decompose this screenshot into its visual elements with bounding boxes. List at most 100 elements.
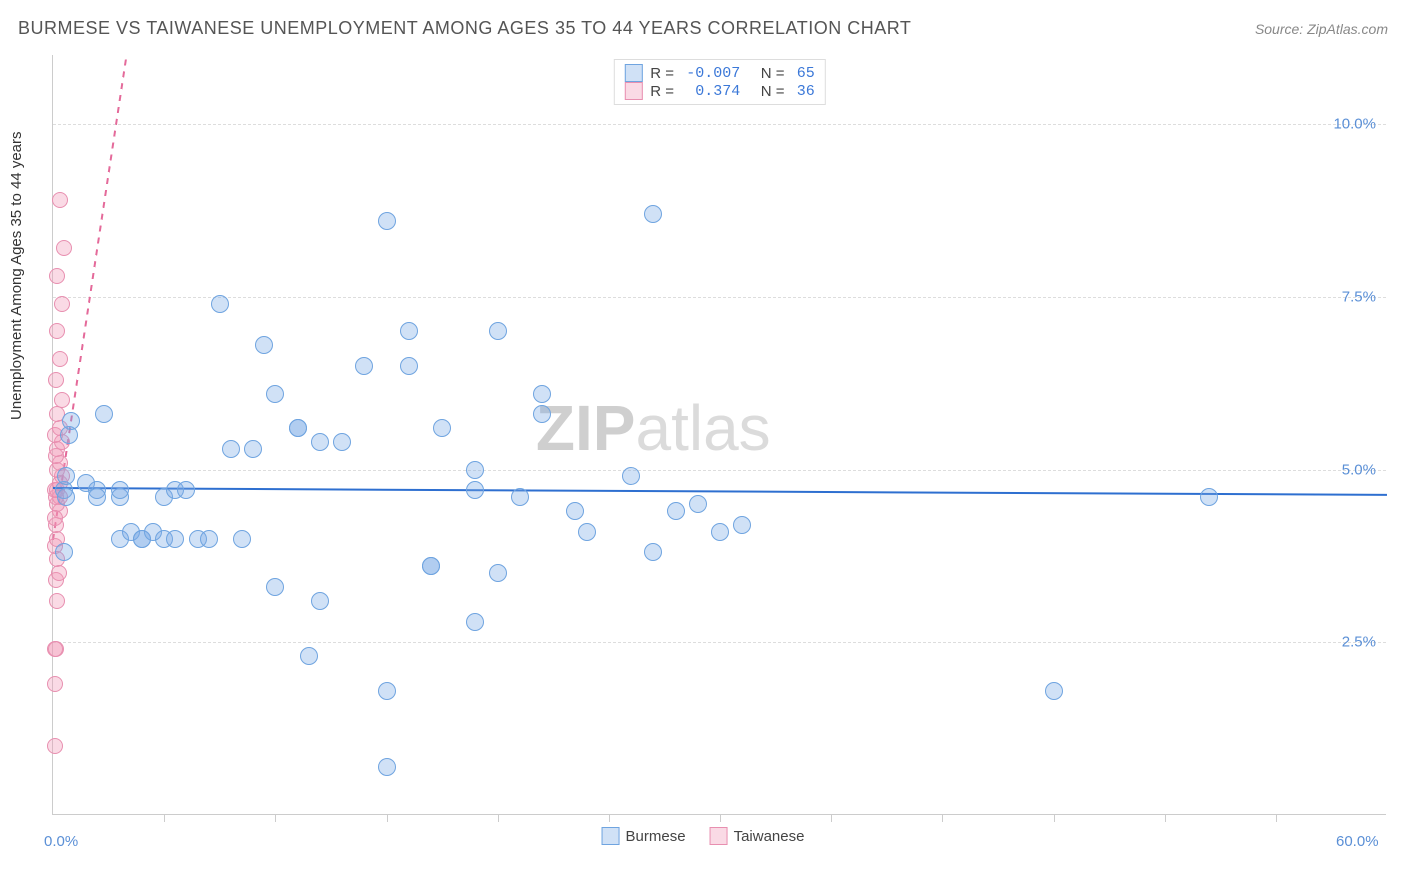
legend-n-value: 65 (797, 65, 815, 82)
gridline (53, 642, 1386, 643)
burmese-point (55, 543, 73, 561)
burmese-point (57, 488, 75, 506)
burmese-point (311, 433, 329, 451)
burmese-point (244, 440, 262, 458)
watermark-zip: ZIP (536, 392, 636, 464)
y-tick-label: 2.5% (1342, 634, 1376, 651)
y-tick-label: 10.0% (1333, 116, 1376, 133)
burmese-point (62, 412, 80, 430)
burmese-point (1200, 488, 1218, 506)
burmese-point (400, 357, 418, 375)
burmese-point (378, 682, 396, 700)
taiwanese-point (47, 738, 63, 754)
burmese-point (95, 405, 113, 423)
chart-header: BURMESE VS TAIWANESE UNEMPLOYMENT AMONG … (18, 18, 1388, 39)
taiwanese-point (52, 351, 68, 367)
burmese-point (311, 592, 329, 610)
burmese-point (333, 433, 351, 451)
taiwanese-point (48, 372, 64, 388)
burmese-point (111, 481, 129, 499)
burmese-point (211, 295, 229, 313)
gridline (53, 124, 1386, 125)
x-tick (942, 814, 943, 822)
burmese-point (378, 758, 396, 776)
burmese-point (533, 385, 551, 403)
legend-item: Taiwanese (710, 827, 805, 845)
burmese-point (88, 488, 106, 506)
legend-stats-row: R = 0.374 N = 36 (624, 82, 814, 100)
burmese-point (466, 461, 484, 479)
taiwanese-point (56, 240, 72, 256)
legend-series: Burmese Taiwanese (602, 827, 805, 845)
burmese-point (266, 578, 284, 596)
taiwanese-point (47, 676, 63, 692)
burmese-point (255, 336, 273, 354)
burmese-point (733, 516, 751, 534)
burmese-point (222, 440, 240, 458)
burmese-point (57, 467, 75, 485)
legend-swatch (602, 827, 620, 845)
burmese-point (400, 322, 418, 340)
burmese-point (644, 543, 662, 561)
gridline (53, 470, 1386, 471)
taiwanese-point (52, 192, 68, 208)
chart-source: Source: ZipAtlas.com (1255, 21, 1388, 37)
y-axis-label: Unemployment Among Ages 35 to 44 years (8, 131, 25, 420)
burmese-point (300, 647, 318, 665)
x-tick (1165, 814, 1166, 822)
burmese-point (511, 488, 529, 506)
taiwanese-point (47, 641, 63, 657)
burmese-point (533, 405, 551, 423)
taiwanese-point (54, 296, 70, 312)
legend-r-label: R = (650, 65, 678, 82)
legend-stats: R = -0.007 N = 65R = 0.374 N = 36 (613, 59, 825, 105)
x-tick (164, 814, 165, 822)
legend-swatch (624, 82, 642, 100)
burmese-point (177, 481, 195, 499)
burmese-point (166, 530, 184, 548)
legend-n-label: N = (748, 83, 788, 100)
burmese-point (711, 523, 729, 541)
legend-swatch (710, 827, 728, 845)
x-tick (1276, 814, 1277, 822)
taiwanese-point (47, 510, 63, 526)
legend-r-value: 0.374 (686, 83, 740, 100)
burmese-point (233, 530, 251, 548)
burmese-point (566, 502, 584, 520)
taiwanese-point (49, 268, 65, 284)
x-tick (1054, 814, 1055, 822)
x-tick (609, 814, 610, 822)
x-tick (720, 814, 721, 822)
burmese-point (466, 481, 484, 499)
burmese-point (1045, 682, 1063, 700)
chart-title: BURMESE VS TAIWANESE UNEMPLOYMENT AMONG … (18, 18, 911, 39)
x-tick (831, 814, 832, 822)
legend-swatch (624, 64, 642, 82)
watermark: ZIPatlas (536, 391, 771, 465)
burmese-point (355, 357, 373, 375)
y-tick-label: 7.5% (1342, 288, 1376, 305)
burmese-point (466, 613, 484, 631)
burmese-point (378, 212, 396, 230)
burmese-point (266, 385, 284, 403)
plot-area: ZIPatlas R = -0.007 N = 65R = 0.374 N = … (52, 55, 1386, 815)
x-axis-label: 60.0% (1336, 833, 1379, 850)
gridline (53, 297, 1386, 298)
taiwanese-point (49, 593, 65, 609)
x-tick (498, 814, 499, 822)
taiwanese-point (49, 323, 65, 339)
watermark-rest: atlas (635, 392, 770, 464)
burmese-point (289, 419, 307, 437)
taiwanese-point (54, 392, 70, 408)
legend-stats-row: R = -0.007 N = 65 (624, 64, 814, 82)
legend-label: Taiwanese (734, 828, 805, 845)
burmese-point (622, 467, 640, 485)
legend-r-value: -0.007 (686, 65, 740, 82)
burmese-point (433, 419, 451, 437)
legend-item: Burmese (602, 827, 686, 845)
taiwanese-point (51, 565, 67, 581)
burmese-point (667, 502, 685, 520)
x-axis-label: 0.0% (44, 833, 78, 850)
legend-label: Burmese (626, 828, 686, 845)
burmese-point (689, 495, 707, 513)
